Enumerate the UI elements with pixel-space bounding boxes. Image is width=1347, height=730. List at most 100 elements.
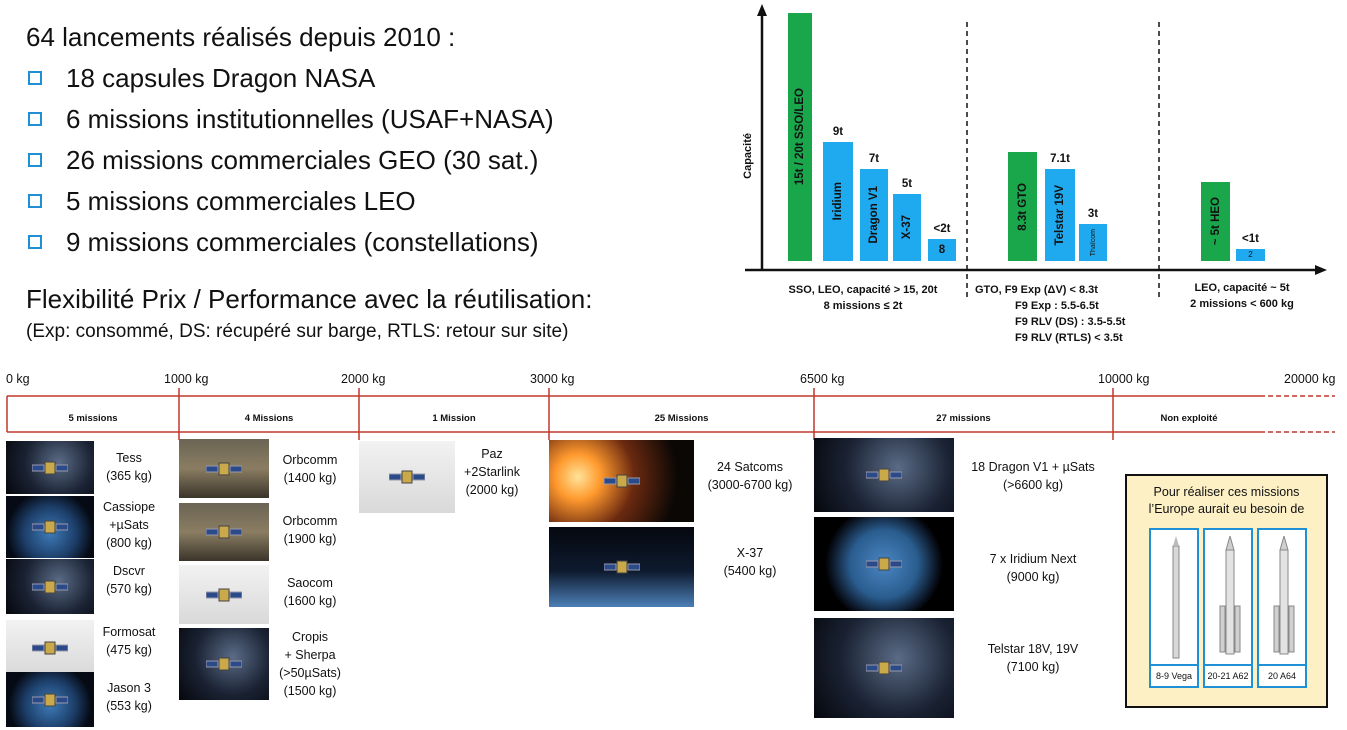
satellite-icon	[865, 552, 903, 576]
mission-label-line: (>6600 kg)	[1002, 478, 1064, 492]
mission-image	[6, 672, 94, 727]
mission-label: Dscvr (570 kg)	[94, 562, 164, 598]
bullet-text: 9 missions commerciales (constellations)	[66, 227, 539, 257]
mission-label-line: (1900 kg)	[283, 532, 337, 546]
chart-bar: 8	[928, 238, 956, 261]
mission-label-line: Cropis	[291, 630, 329, 644]
mission-label: Formosat (475 kg)	[94, 623, 164, 659]
mission-label: Cropis + Sherpa (>50µSats) (1500 kg)	[272, 628, 348, 700]
mission-image	[6, 441, 94, 494]
mission-image	[6, 620, 94, 675]
satellite-icon	[31, 456, 69, 480]
rocket-panel: 8-9 Vega	[1149, 528, 1199, 688]
bar-top-label: <1t	[1242, 232, 1259, 245]
rocket-icon	[1217, 534, 1243, 662]
capacity-chart: Capacité 15t / 20t SSO/LEO Iridium 9t Drago…	[735, 0, 1347, 360]
mission-label-line: (9000 kg)	[1006, 570, 1060, 584]
caption-line: 8 missions ≤ 2t	[823, 300, 903, 312]
mission-label: Paz +2Starlink (2000 kg)	[452, 445, 532, 499]
group-caption: LEO, capacité ~ 5t 2 missions < 600 kg	[1167, 280, 1317, 312]
rocket-icon	[1163, 536, 1189, 662]
mission-label-line: Dscvr	[113, 564, 145, 578]
mission-label-line: Jason 3	[107, 681, 151, 695]
scale-tick-label: 1000 kg	[164, 372, 209, 386]
mission-image	[6, 496, 94, 558]
satellite-icon	[603, 555, 640, 579]
europe-box: Pour réaliser ces missions l’Europe aura…	[1125, 474, 1328, 708]
mission-label: X-37 (5400 kg)	[694, 544, 806, 580]
mission-label-line: Tess	[116, 451, 142, 465]
headline: 64 lancements réalisés depuis 2010 :	[26, 22, 456, 52]
mission-image	[359, 441, 455, 513]
chart-bar: 2	[1236, 248, 1265, 261]
caption-line: F9 Exp : 5.5-6.5t	[1015, 300, 1099, 312]
bullet-item: 6 missions institutionnelles (USAF+NASA)	[28, 104, 554, 134]
bar-top-label: 5t	[901, 178, 913, 191]
satellite-icon	[865, 463, 903, 487]
segment-label: 4 Missions	[244, 413, 294, 424]
mission-label-line: 7 x Iridium Next	[989, 552, 1077, 566]
mission-image	[814, 517, 954, 611]
mission-label: Saocom (1600 kg)	[272, 574, 348, 610]
mission-image	[549, 527, 694, 607]
mission-image	[179, 628, 269, 700]
bar-top-label: 7t	[868, 153, 880, 166]
mass-scale: 0 kg 1000 kg 2000 kg 3000 kg 6500 kg 10000 kg…	[6, 372, 1336, 440]
mission-label: 24 Satcoms (3000-6700 kg)	[694, 458, 806, 494]
bar-inner-label: 2	[1248, 250, 1253, 260]
chart-bar: Iridium	[823, 141, 853, 261]
segment-label: 27 missions	[936, 413, 991, 424]
flex-title: Flexibilité Prix / Performance avec la r…	[26, 284, 593, 314]
bar-top-label: 3t	[1087, 207, 1099, 220]
rocket-panel: 20-21 A62	[1203, 528, 1253, 688]
bullet-square-icon	[28, 71, 42, 85]
mission-label-line: Orbcomm	[282, 453, 338, 467]
mission-label: 7 x Iridium Next (9000 kg)	[954, 550, 1112, 586]
bullet-item: 26 missions commerciales GEO (30 sat.)	[28, 145, 538, 175]
mission-label-line: + Sherpa	[284, 648, 336, 662]
mission-label-line: (1600 kg)	[283, 594, 337, 608]
mission-label-line: (5400 kg)	[723, 564, 777, 578]
bullet-item: 5 missions commerciales LEO	[28, 186, 416, 216]
segment-label: 1 Mission	[432, 413, 476, 424]
mission-label-line: (3000-6700 kg)	[707, 478, 793, 492]
segment-label: 25 Missions	[654, 413, 709, 424]
segment-label: Non exploité	[1160, 413, 1218, 424]
scale-tick-label: 0 kg	[6, 372, 30, 386]
mission-label-line: (800 kg)	[106, 536, 152, 550]
mission-label-line: (7100 kg)	[1006, 660, 1060, 674]
mission-label-line: 18 Dragon V1 + µSats	[971, 460, 1095, 474]
satellite-icon	[31, 636, 69, 660]
chart-axes	[745, 4, 1327, 300]
mission-label-line: X-37	[736, 546, 764, 560]
x-axis-arrow	[1315, 265, 1327, 275]
satellite-icon	[388, 465, 426, 489]
mission-image	[179, 503, 269, 561]
scale-tick-label: 10000 kg	[1098, 372, 1150, 386]
chart-bar: Telstar 19V	[1045, 169, 1075, 261]
scale-tick-label: 20000 kg	[1284, 372, 1336, 386]
mission-image	[814, 618, 954, 718]
bullet-text: 18 capsules Dragon NASA	[66, 63, 376, 93]
satellite-icon	[31, 575, 69, 599]
mission-label-line: Cassiope	[102, 500, 156, 514]
mission-image	[6, 559, 94, 614]
mission-label-line: (475 kg)	[106, 643, 152, 657]
mission-label: Telstar 18V, 19V (7100 kg)	[954, 640, 1112, 676]
rocket-label: 20 A64	[1259, 664, 1305, 686]
rocket-panel: 20 A64	[1257, 528, 1307, 688]
scale-tick-label: 6500 kg	[800, 372, 845, 386]
mission-label-line: Orbcomm	[282, 514, 338, 528]
mission-label-line: (2000 kg)	[465, 483, 519, 497]
mission-label-line: Paz	[481, 447, 503, 461]
satellite-icon	[31, 515, 69, 539]
mission-label: Orbcomm (1900 kg)	[272, 512, 348, 548]
scale-lines	[6, 388, 1335, 440]
bullet-square-icon	[28, 194, 42, 208]
caption-line: F9 RLV (RTLS) < 3.5t	[1015, 332, 1123, 344]
mission-label-line: Saocom	[287, 576, 333, 590]
mission-label-line: +µSats	[109, 518, 149, 532]
mission-label-line: (1500 kg)	[283, 684, 337, 698]
europe-title: Pour réaliser ces missions l’Europe aura…	[1148, 485, 1305, 516]
bullet-square-icon	[28, 235, 42, 249]
